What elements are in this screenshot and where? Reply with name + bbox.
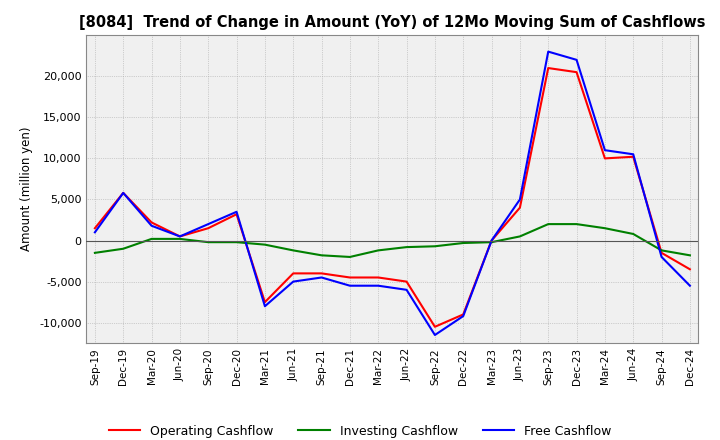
Investing Cashflow: [487, 239, 496, 245]
Free Cashflow: [544, 49, 552, 54]
Free Cashflow: [459, 313, 467, 319]
Investing Cashflow: [346, 254, 354, 260]
Free Cashflow: [261, 304, 269, 309]
Operating Cashflow: [657, 250, 666, 256]
Free Cashflow: [318, 275, 326, 280]
Line: Free Cashflow: Free Cashflow: [95, 51, 690, 335]
Investing Cashflow: [176, 236, 184, 242]
Free Cashflow: [657, 254, 666, 260]
Operating Cashflow: [204, 226, 212, 231]
Free Cashflow: [572, 57, 581, 62]
Investing Cashflow: [402, 245, 411, 250]
Free Cashflow: [91, 230, 99, 235]
Operating Cashflow: [346, 275, 354, 280]
Investing Cashflow: [318, 253, 326, 258]
Y-axis label: Amount (million yen): Amount (million yen): [20, 127, 34, 251]
Operating Cashflow: [600, 156, 609, 161]
Free Cashflow: [148, 223, 156, 228]
Operating Cashflow: [176, 234, 184, 239]
Operating Cashflow: [374, 275, 382, 280]
Free Cashflow: [374, 283, 382, 288]
Investing Cashflow: [148, 236, 156, 242]
Free Cashflow: [685, 283, 694, 288]
Investing Cashflow: [600, 226, 609, 231]
Investing Cashflow: [261, 242, 269, 247]
Operating Cashflow: [516, 205, 524, 210]
Free Cashflow: [431, 332, 439, 337]
Free Cashflow: [516, 197, 524, 202]
Free Cashflow: [346, 283, 354, 288]
Investing Cashflow: [204, 239, 212, 245]
Operating Cashflow: [544, 66, 552, 71]
Operating Cashflow: [261, 300, 269, 305]
Legend: Operating Cashflow, Investing Cashflow, Free Cashflow: Operating Cashflow, Investing Cashflow, …: [104, 420, 616, 440]
Investing Cashflow: [459, 240, 467, 246]
Operating Cashflow: [629, 154, 637, 159]
Investing Cashflow: [657, 248, 666, 253]
Operating Cashflow: [119, 190, 127, 195]
Investing Cashflow: [233, 239, 241, 245]
Operating Cashflow: [487, 238, 496, 243]
Operating Cashflow: [233, 212, 241, 217]
Free Cashflow: [119, 190, 127, 195]
Operating Cashflow: [148, 220, 156, 225]
Free Cashflow: [402, 287, 411, 293]
Operating Cashflow: [91, 226, 99, 231]
Free Cashflow: [176, 234, 184, 239]
Line: Operating Cashflow: Operating Cashflow: [95, 68, 690, 327]
Operating Cashflow: [289, 271, 297, 276]
Investing Cashflow: [516, 234, 524, 239]
Free Cashflow: [289, 279, 297, 284]
Operating Cashflow: [459, 312, 467, 317]
Investing Cashflow: [374, 248, 382, 253]
Investing Cashflow: [119, 246, 127, 251]
Line: Investing Cashflow: Investing Cashflow: [95, 224, 690, 257]
Operating Cashflow: [572, 70, 581, 75]
Free Cashflow: [600, 147, 609, 153]
Free Cashflow: [233, 209, 241, 214]
Free Cashflow: [629, 152, 637, 157]
Investing Cashflow: [685, 253, 694, 258]
Investing Cashflow: [91, 250, 99, 256]
Investing Cashflow: [629, 231, 637, 237]
Operating Cashflow: [431, 324, 439, 330]
Investing Cashflow: [572, 221, 581, 227]
Operating Cashflow: [685, 267, 694, 272]
Investing Cashflow: [289, 248, 297, 253]
Investing Cashflow: [544, 221, 552, 227]
Free Cashflow: [487, 238, 496, 243]
Operating Cashflow: [318, 271, 326, 276]
Free Cashflow: [204, 221, 212, 227]
Operating Cashflow: [402, 279, 411, 284]
Investing Cashflow: [431, 244, 439, 249]
Title: [8084]  Trend of Change in Amount (YoY) of 12Mo Moving Sum of Cashflows: [8084] Trend of Change in Amount (YoY) o…: [79, 15, 706, 30]
